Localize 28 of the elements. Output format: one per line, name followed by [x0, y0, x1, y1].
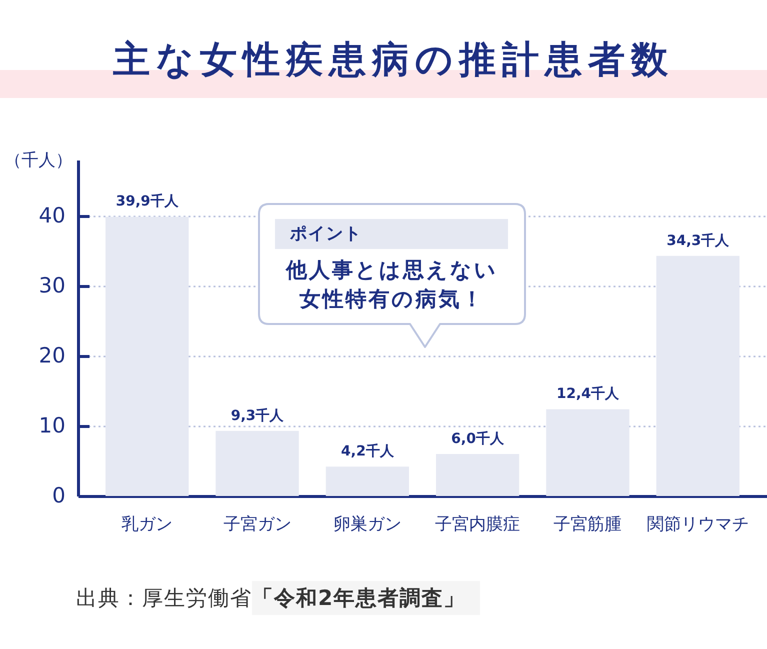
y-axis-title: （千人） — [4, 150, 72, 170]
x-tick-label: 乳ガン — [122, 514, 173, 534]
x-tick-label: 子宮筋腫 — [554, 514, 622, 534]
y-tick-label: 30 — [38, 274, 66, 298]
x-tick-label: 子宮ガン — [223, 514, 292, 534]
bar — [216, 430, 299, 496]
bar — [656, 256, 740, 496]
data-label: 34,3千人 — [666, 232, 730, 249]
bar — [546, 409, 630, 496]
y-tick-label: 0 — [52, 484, 66, 508]
x-tick-label: 子宮内膜症 — [435, 514, 520, 534]
bar — [106, 216, 189, 496]
data-label: 4,2千人 — [341, 442, 395, 460]
x-tick-label: 卵巣ガン — [333, 514, 402, 534]
y-tick-label: 20 — [38, 344, 66, 368]
x-tick-label: 関節リウマチ — [646, 514, 749, 534]
data-label: 6,0千人 — [451, 430, 505, 447]
y-tick-label: 40 — [38, 204, 66, 228]
y-tick-label: 10 — [38, 414, 66, 438]
bar — [436, 454, 520, 496]
source-note: 出典：厚生労働省「令和2年患者調査」 — [76, 585, 467, 612]
annotation: 他人事とは思えない女性特有の病気！ — [286, 257, 498, 313]
data-label: 9,3千人 — [230, 406, 285, 424]
annotation: ポイント — [290, 223, 362, 246]
chart-title: 主な女性疾患病の推計患者数 — [113, 38, 674, 81]
bar — [326, 466, 410, 496]
data-label: 12,4千人 — [556, 385, 620, 402]
data-label: 39,9千人 — [116, 192, 180, 210]
